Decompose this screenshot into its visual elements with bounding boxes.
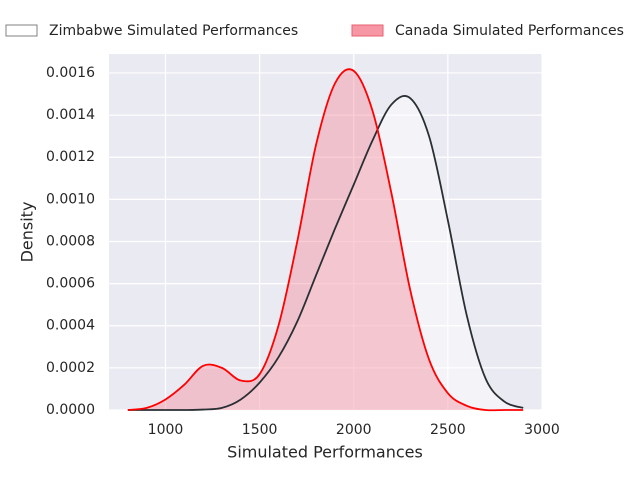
x-tick-label: 1500 [242,422,278,438]
y-tick-label: 0.0008 [46,233,95,249]
legend-label: Canada Simulated Performances [395,23,624,39]
y-tick-label: 0.0014 [46,107,95,123]
density-line [127,68,524,412]
y-tick-label: 0.0012 [46,149,95,165]
y-tick-label: 0.0006 [46,276,95,292]
legend-label: Zimbabwe Simulated Performances [49,23,298,39]
x-tick-label: 2000 [336,422,372,438]
x-tick-label: 1000 [148,422,184,438]
density-line [127,95,524,411]
y-tick-label: 0.0002 [46,360,95,376]
legend-swatch [351,24,384,37]
legend-swatch [5,24,38,37]
x-tick-label: 2500 [430,422,466,438]
x-axis-label: Simulated Performances [227,443,423,462]
density-area [127,69,524,411]
plot-background [109,54,542,410]
y-tick-label: 0.0000 [46,402,95,418]
x-tick-label: 3000 [524,422,560,438]
y-tick-label: 0.0016 [46,65,95,81]
y-tick-label: 0.0010 [46,191,95,207]
y-axis-label: Density [18,202,37,263]
y-tick-label: 0.0004 [46,318,95,334]
